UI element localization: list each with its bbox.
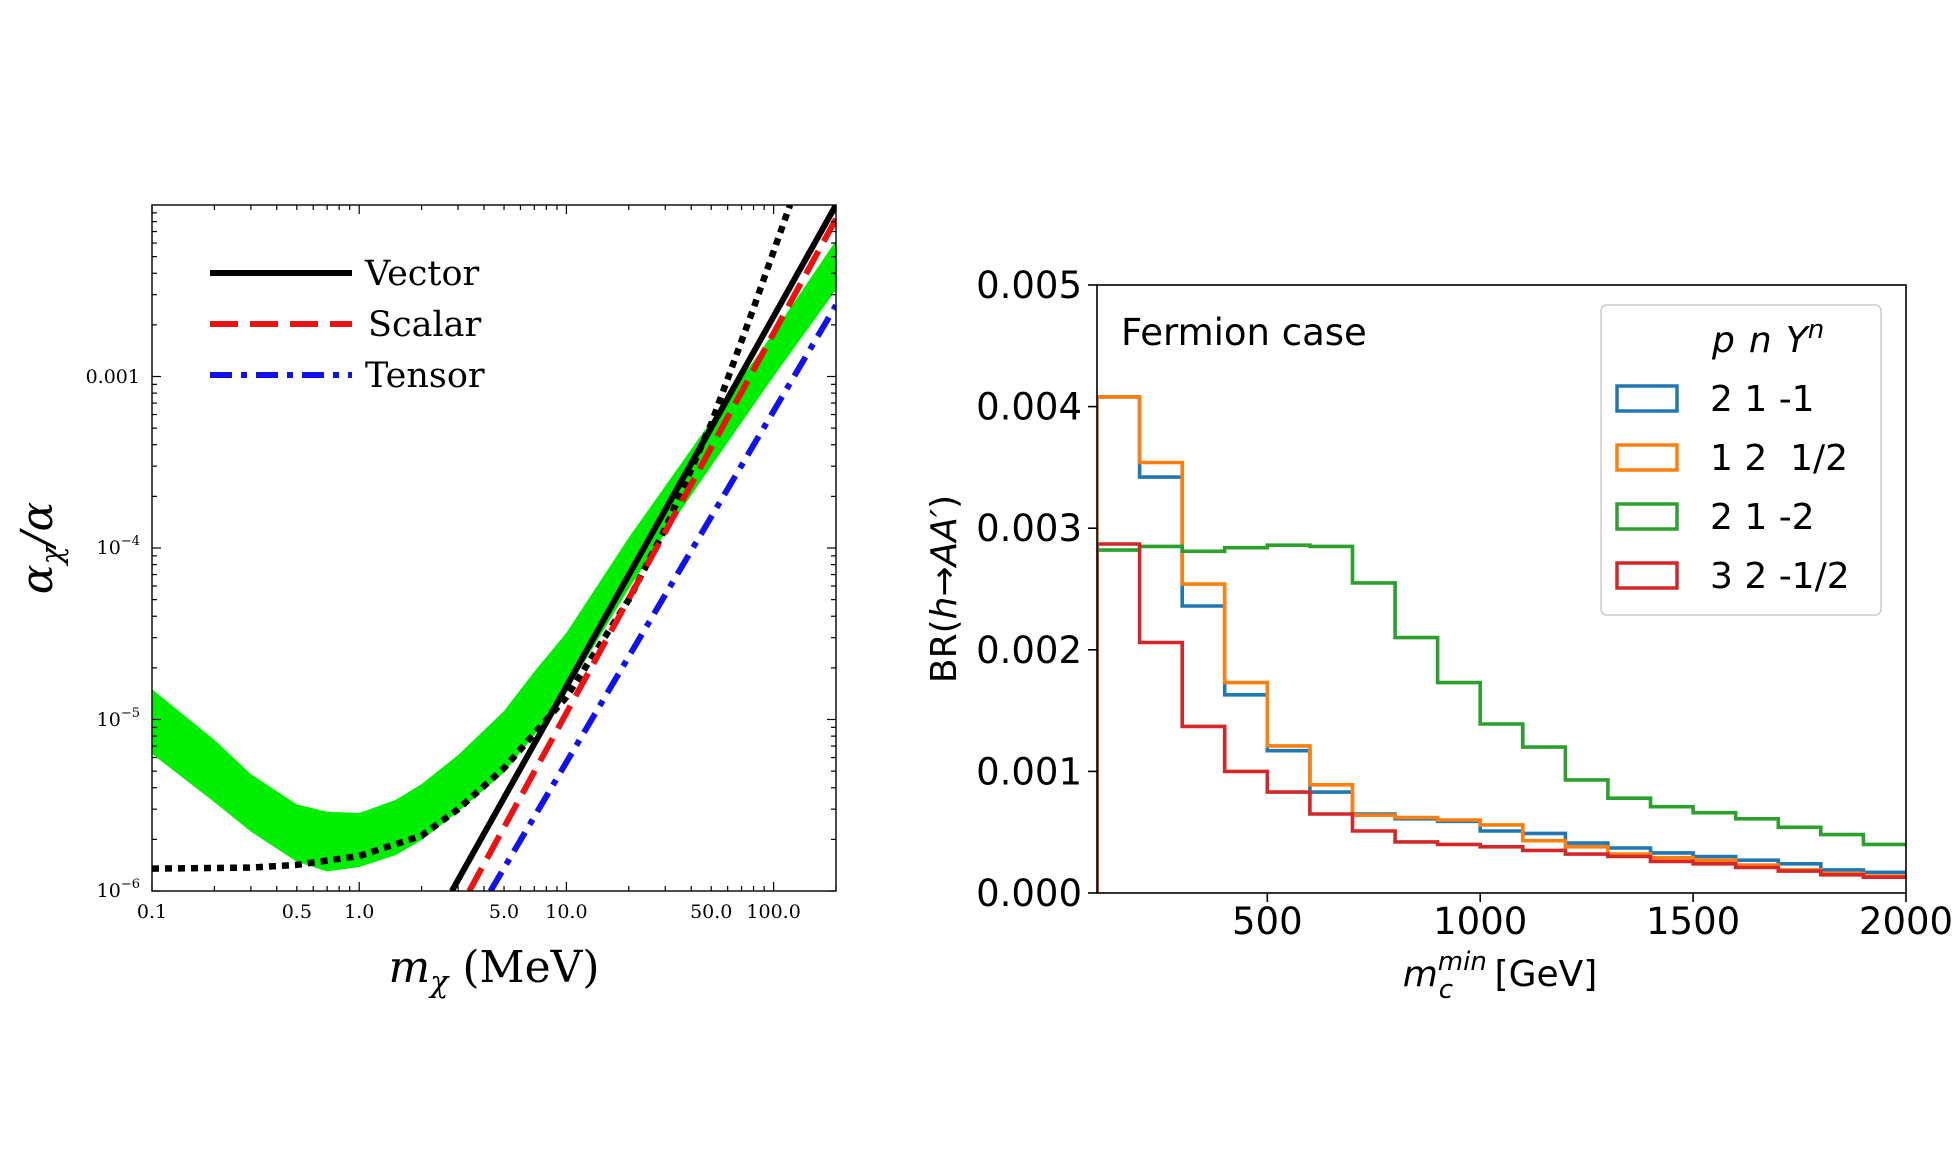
right-legend-box — [1600, 304, 1882, 616]
left-xtick-label: 50.0 — [690, 901, 732, 923]
left-x-axis-label: mχ (MeV) — [388, 942, 599, 1000]
right-xtick-labels: 500 1000 1500 2000 — [1232, 900, 1953, 943]
legend-label-green: 2 1 -2 — [1710, 497, 1815, 538]
left-xtick-label: 0.1 — [137, 901, 167, 923]
right-ytick-label: 0.002 — [976, 629, 1082, 672]
legend-swatch-red — [1615, 561, 1679, 590]
left-xtick-label: 100.0 — [746, 901, 800, 923]
left-xtick-label: 1.0 — [344, 901, 374, 923]
scalar-curve — [466, 217, 836, 891]
right-xtick-label: 1500 — [1646, 900, 1740, 943]
histogram-3-2-1-2 — [1097, 542, 1906, 893]
left-ytick-label: 0.001 — [86, 366, 140, 388]
left-xtick-label: 10.0 — [545, 901, 587, 923]
tensor-curve — [487, 303, 836, 891]
legend-vector-label: Vector — [364, 254, 480, 294]
left-ytick-label: 10−5 — [97, 706, 140, 731]
left-chart: 10−6 10−5 10−4 0.001 0.1 0.5 1.0 5.0 10.0 50.… — [12, 204, 837, 1000]
dark-matter-band — [152, 240, 836, 872]
legend-label-red: 3 2 -1/2 — [1710, 556, 1850, 597]
legend-swatch-green — [1615, 502, 1679, 531]
left-ticks — [151, 205, 837, 892]
legend-scalar-label: Scalar — [368, 305, 482, 345]
vector-curve — [449, 205, 836, 891]
right-chart: 500 1000 1500 2000 0.0000.0010.0020.0030.00… — [924, 264, 1953, 1005]
left-ytick-label: 10−4 — [97, 534, 140, 559]
right-xtick-label: 2000 — [1859, 900, 1953, 943]
right-ytick-label: 0.005 — [976, 264, 1082, 307]
legend-tensor-label: Tensor — [365, 356, 485, 396]
fermion-case-annotation: Fermion case — [1121, 311, 1367, 354]
left-ytick-label: 10−6 — [97, 877, 140, 902]
right-step-series — [1097, 395, 1906, 893]
right-ytick-label: 0.000 — [976, 872, 1082, 915]
left-y-axis-label: αχ/α — [12, 502, 70, 594]
right-ytick-label: 0.004 — [976, 386, 1082, 429]
legend-title: p n Yn — [1711, 315, 1824, 361]
right-xtick-label: 1000 — [1433, 900, 1527, 943]
histogram-2-1-2 — [1097, 543, 1906, 893]
right-ytick-label: 0.001 — [976, 750, 1082, 793]
legend-label-blue: 2 1 -1 — [1710, 379, 1815, 420]
right-ticks — [1088, 284, 1907, 902]
right-x-axis-label: mmin c [GeV] — [1403, 947, 1598, 1005]
right-y-axis-label: BR(h→AA′) — [924, 495, 965, 683]
legend-swatch-orange — [1615, 443, 1679, 472]
right-legend: p n Yn 2 1 -1 1 2 1/2 2 1 -2 3 2 -1/2 — [1600, 304, 1882, 616]
right-xtick-label: 500 — [1232, 900, 1303, 943]
left-legend: Vector Scalar Tensor — [210, 254, 485, 396]
green-band — [152, 240, 836, 872]
legend-label-orange: 1 2 1/2 — [1710, 438, 1848, 479]
left-series-lines — [152, 205, 836, 891]
right-ytick-label: 0.003 — [976, 507, 1082, 550]
legend-swatch-blue — [1615, 384, 1679, 413]
left-xtick-label: 5.0 — [489, 901, 519, 923]
histogram-1-2-1-2 — [1097, 395, 1906, 893]
right-ytick-labels: 0.000 0.001 0.002 0.003 0.004 0.005 — [976, 264, 1082, 915]
right-plot-frame — [1096, 284, 1907, 894]
left-xtick-label: 0.5 — [282, 901, 312, 923]
left-xtick-labels: 0.1 0.5 1.0 5.0 10.0 50.0 100.0 — [137, 901, 801, 923]
